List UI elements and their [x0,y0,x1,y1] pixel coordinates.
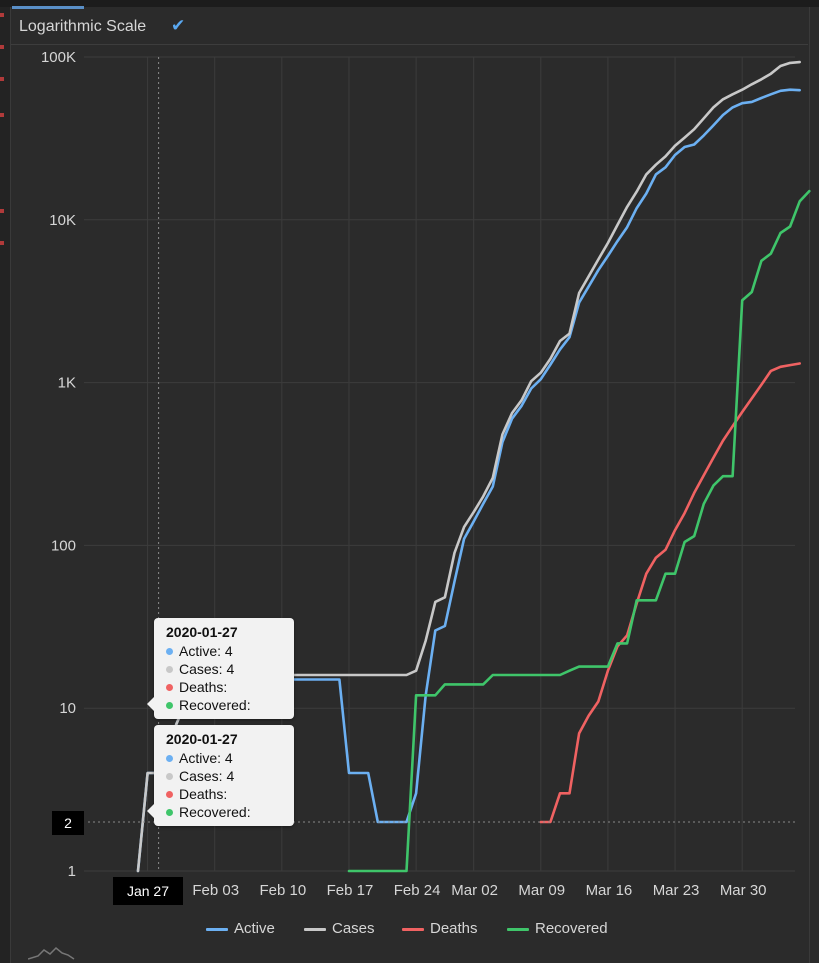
y-tick-label: 1K [58,375,76,392]
hover-x-label: Jan 27 [113,877,183,905]
left-gutter [0,7,10,963]
tooltip: 2020-01-27 Active: 4 Cases: 4 Deaths: Re… [147,618,294,719]
cases-dot-icon [166,773,173,780]
x-tick-label: Feb 10 [259,882,306,899]
y-tick-label: 100 [51,537,76,554]
gutter-marker [0,209,4,213]
tooltip-arrow [147,697,154,711]
cases-dot-icon [166,666,173,673]
tooltip-row-label: Recovered: [179,697,251,713]
legend-label: Active [234,920,275,937]
tooltip-row-deaths: Deaths: [166,785,286,803]
legend-swatch [206,928,228,931]
y-tick-label: 100K [41,49,76,66]
panel-border [10,7,810,963]
deaths-dot-icon [166,791,173,798]
tooltip-row-label: Active: 4 [179,643,233,659]
hover-guides [88,57,795,871]
checkmark-icon[interactable]: ✔ [171,16,186,35]
x-tick-label: Feb 24 [394,882,441,899]
x-tick-label: Mar 16 [586,882,633,899]
tooltip-row-label: Deaths: [179,786,228,802]
gutter-marker [0,45,4,49]
x-tick-label: Mar 30 [720,882,767,899]
tooltip-date: 2020-01-27 [166,731,238,747]
legend-label: Cases [332,920,375,937]
top-strip [0,0,819,7]
x-tick-label: Mar 23 [653,882,700,899]
tooltip-row-label: Cases: 4 [179,768,235,784]
x-tick-label: Feb 17 [327,882,374,899]
tooltip-row-label: Recovered: [179,804,251,820]
tooltip-row-active: Active: 4 [166,642,286,660]
active-dot-icon [166,755,173,762]
legend-label: Deaths [430,920,478,937]
series-line-deaths [539,362,801,824]
legend-swatch [507,928,529,931]
tooltip-row-cases: Cases: 4 [166,767,286,785]
log-scale-toggle-row[interactable]: Logarithmic Scale ✔ [11,8,808,45]
x-tick-label: Mar 02 [451,882,498,899]
recovered-dot-icon [166,809,173,816]
x-tick-label: Feb 03 [192,882,239,899]
tooltip-date: 2020-01-27 [166,624,238,640]
tooltip-row-label: Deaths: [179,679,228,695]
active-dot-icon [166,648,173,655]
tooltip-row-recovered: Recovered: [166,696,286,714]
active-tab-indicator[interactable] [12,6,84,9]
tooltip-row-cases: Cases: 4 [166,660,286,678]
legend-label: Recovered [535,920,608,937]
y-tick-label: 10K [49,212,76,229]
deaths-dot-icon [166,684,173,691]
tooltip-row-recovered: Recovered: [166,803,286,821]
series-line-recovered [347,189,811,873]
y-tick-label: 1 [68,863,76,880]
legend: Active Cases Deaths Recovered [0,918,819,940]
grid [84,56,795,872]
hover-y-value: 2 [52,811,84,835]
x-tick-label: Mar 09 [518,882,565,899]
gutter-marker [0,113,4,117]
gutter-marker [0,13,4,17]
gutter-marker [0,77,4,81]
legend-swatch [304,928,326,931]
log-scale-label: Logarithmic Scale [19,18,147,35]
tooltip: 2020-01-27 Active: 4 Cases: 4 Deaths: Re… [147,725,294,826]
tooltip-row-label: Cases: 4 [179,661,235,677]
legend-swatch [402,928,424,931]
tooltip-arrow [147,804,154,818]
tooltip-row-label: Active: 4 [179,750,233,766]
tooltip-row-deaths: Deaths: [166,678,286,696]
gutter-marker [0,241,4,245]
tooltip-row-active: Active: 4 [166,749,286,767]
recovered-dot-icon [166,702,173,709]
y-tick-label: 10 [59,700,76,717]
sparkline-icon [28,946,75,960]
